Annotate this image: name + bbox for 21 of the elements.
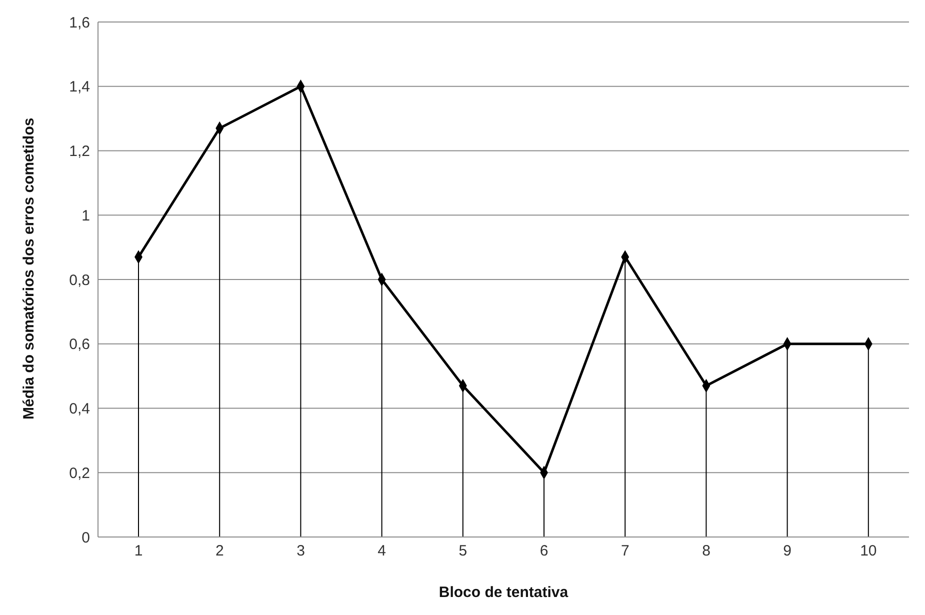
x-tick-label: 1 xyxy=(134,542,143,560)
y-tick-label: 1,2 xyxy=(69,143,90,160)
y-tick-label: 0,2 xyxy=(69,464,90,482)
y-tick-label: 0 xyxy=(82,529,90,546)
y-tick-label: 0,6 xyxy=(69,336,90,354)
x-tick-label: 10 xyxy=(860,542,877,560)
x-tick-label: 8 xyxy=(702,542,710,560)
y-tick-label: 0,8 xyxy=(69,272,90,289)
y-tick-label: 1,4 xyxy=(69,78,90,96)
x-axis-title: Bloco de tentativa xyxy=(438,584,569,601)
x-tick-label: 7 xyxy=(620,542,630,560)
x-tick-label: 2 xyxy=(215,542,224,560)
x-tick-label: 5 xyxy=(458,542,468,560)
x-tick-label: 9 xyxy=(783,542,792,560)
y-tick-label: 1,6 xyxy=(69,14,90,32)
y-tick-label: 0,4 xyxy=(69,400,90,418)
y-axis-title: Média do somatórios dos erros cometidos xyxy=(20,118,38,420)
y-tick-label: 1 xyxy=(82,207,90,224)
x-tick-label: 4 xyxy=(378,542,386,560)
x-tick-label: 3 xyxy=(296,542,305,560)
x-tick-label: 6 xyxy=(540,542,548,560)
